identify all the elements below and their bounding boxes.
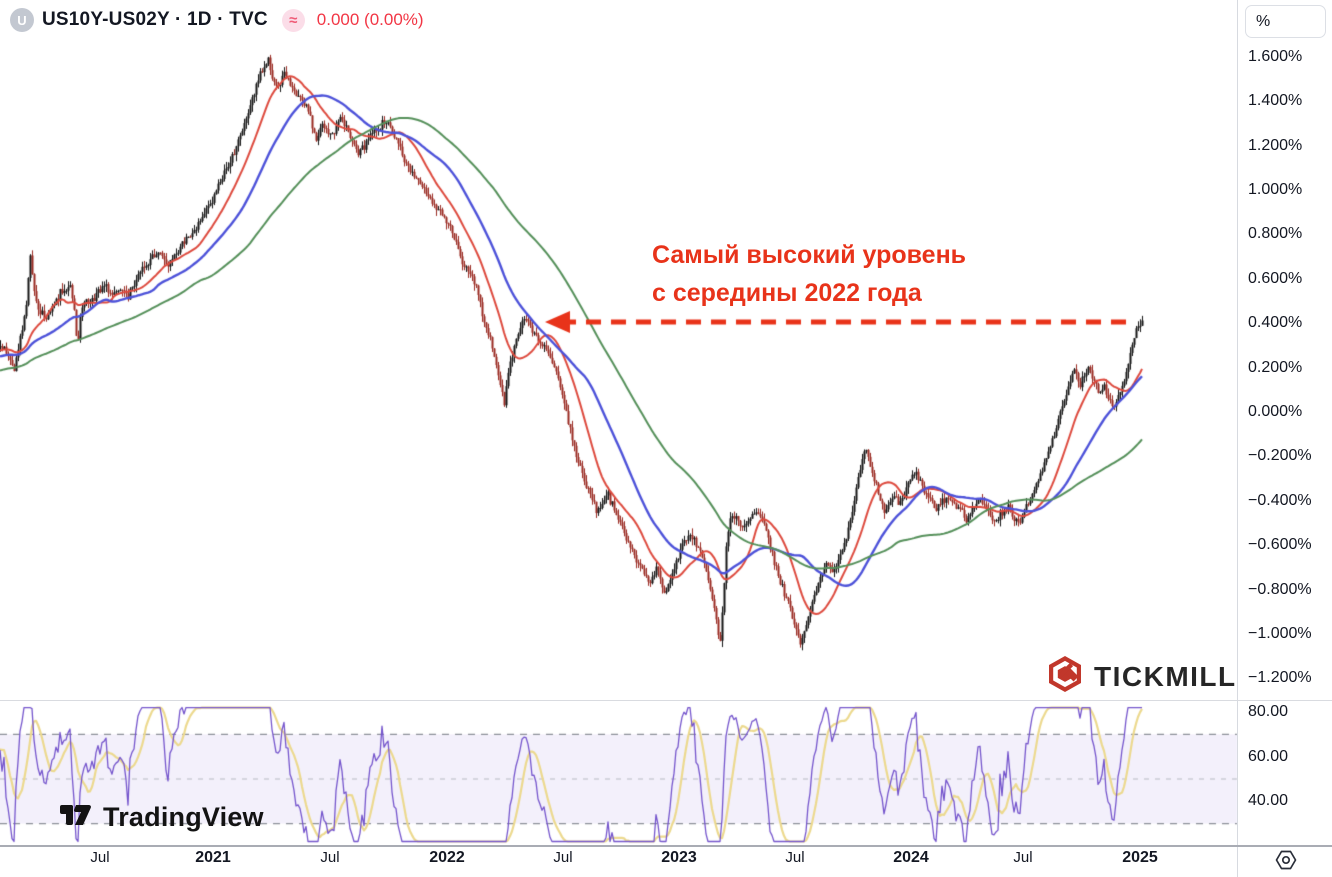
price-tick-label: −1.200% xyxy=(1248,669,1312,687)
price-scale-divider[interactable] xyxy=(1237,0,1238,877)
tickmill-logo: TICKMILL xyxy=(1046,655,1237,698)
rsi-tick-label: 60.00 xyxy=(1248,747,1289,765)
price-tick-label: −0.600% xyxy=(1248,536,1312,554)
time-axis-border xyxy=(0,845,1332,847)
tickmill-logo-text: TICKMILL xyxy=(1094,660,1237,692)
time-axis-label: 2022 xyxy=(429,849,465,866)
price-tick-label: 1.000% xyxy=(1248,181,1303,198)
annotation-text: Самый высокий уровень с середины 2022 го… xyxy=(652,236,966,312)
tradingview-logo-icon xyxy=(58,797,94,838)
tickmill-logo-icon xyxy=(1046,655,1084,698)
time-axis-label: 2024 xyxy=(893,849,929,866)
annotation-line1: Самый высокий уровень xyxy=(652,241,967,269)
price-tick-label: 0.600% xyxy=(1248,269,1303,287)
price-tick-label: −1.000% xyxy=(1248,625,1312,642)
symbol-title[interactable]: US10Y-US02Y · 1D · TVC xyxy=(42,9,268,30)
rsi-tick-label: 40.00 xyxy=(1248,792,1289,810)
annotation-line2: с середины 2022 года xyxy=(652,279,922,307)
time-axis-label: Jul xyxy=(90,849,110,866)
settings-icon xyxy=(1275,850,1297,870)
price-tick-label: 0.200% xyxy=(1248,358,1303,376)
time-axis-label: Jul xyxy=(320,849,340,866)
price-tick-label: 0.800% xyxy=(1248,225,1303,243)
price-tick-label: 1.600% xyxy=(1248,47,1303,65)
rsi-tick-label: 80.00 xyxy=(1248,703,1289,720)
time-axis-label: Jul xyxy=(553,849,573,866)
symbol-logo-icon[interactable]: U xyxy=(10,8,34,32)
tradingview-logo[interactable]: TradingView xyxy=(58,797,264,838)
price-tick-label: 1.400% xyxy=(1248,92,1303,110)
pane-separator[interactable] xyxy=(0,700,1332,701)
price-tick-label: 0.400% xyxy=(1248,314,1303,332)
time-axis-label: Jul xyxy=(785,849,805,866)
change-value: 0.000 (0.00%) xyxy=(316,10,424,29)
tradingview-logo-text: TradingView xyxy=(103,802,264,832)
price-tick-label: 0.000% xyxy=(1248,403,1303,420)
approx-icon: ≈ xyxy=(281,8,305,32)
symbol-header: U US10Y-US02Y · 1D · TVC ≈ 0.000 (0.00%) xyxy=(10,8,424,32)
timezone-settings-button[interactable] xyxy=(1272,847,1300,873)
time-axis-label: Jul xyxy=(1013,849,1033,866)
price-tick-label: 1.200% xyxy=(1248,136,1303,154)
price-tick-label: −0.400% xyxy=(1248,491,1312,509)
time-axis-label: 2025 xyxy=(1122,849,1158,866)
price-tick-label: −0.200% xyxy=(1248,447,1312,465)
time-axis-label: 2023 xyxy=(661,849,697,866)
price-tick-label: −0.800% xyxy=(1248,580,1312,598)
time-axis-label: 2021 xyxy=(195,849,231,866)
price-scale-unit-button[interactable]: % xyxy=(1245,5,1326,38)
